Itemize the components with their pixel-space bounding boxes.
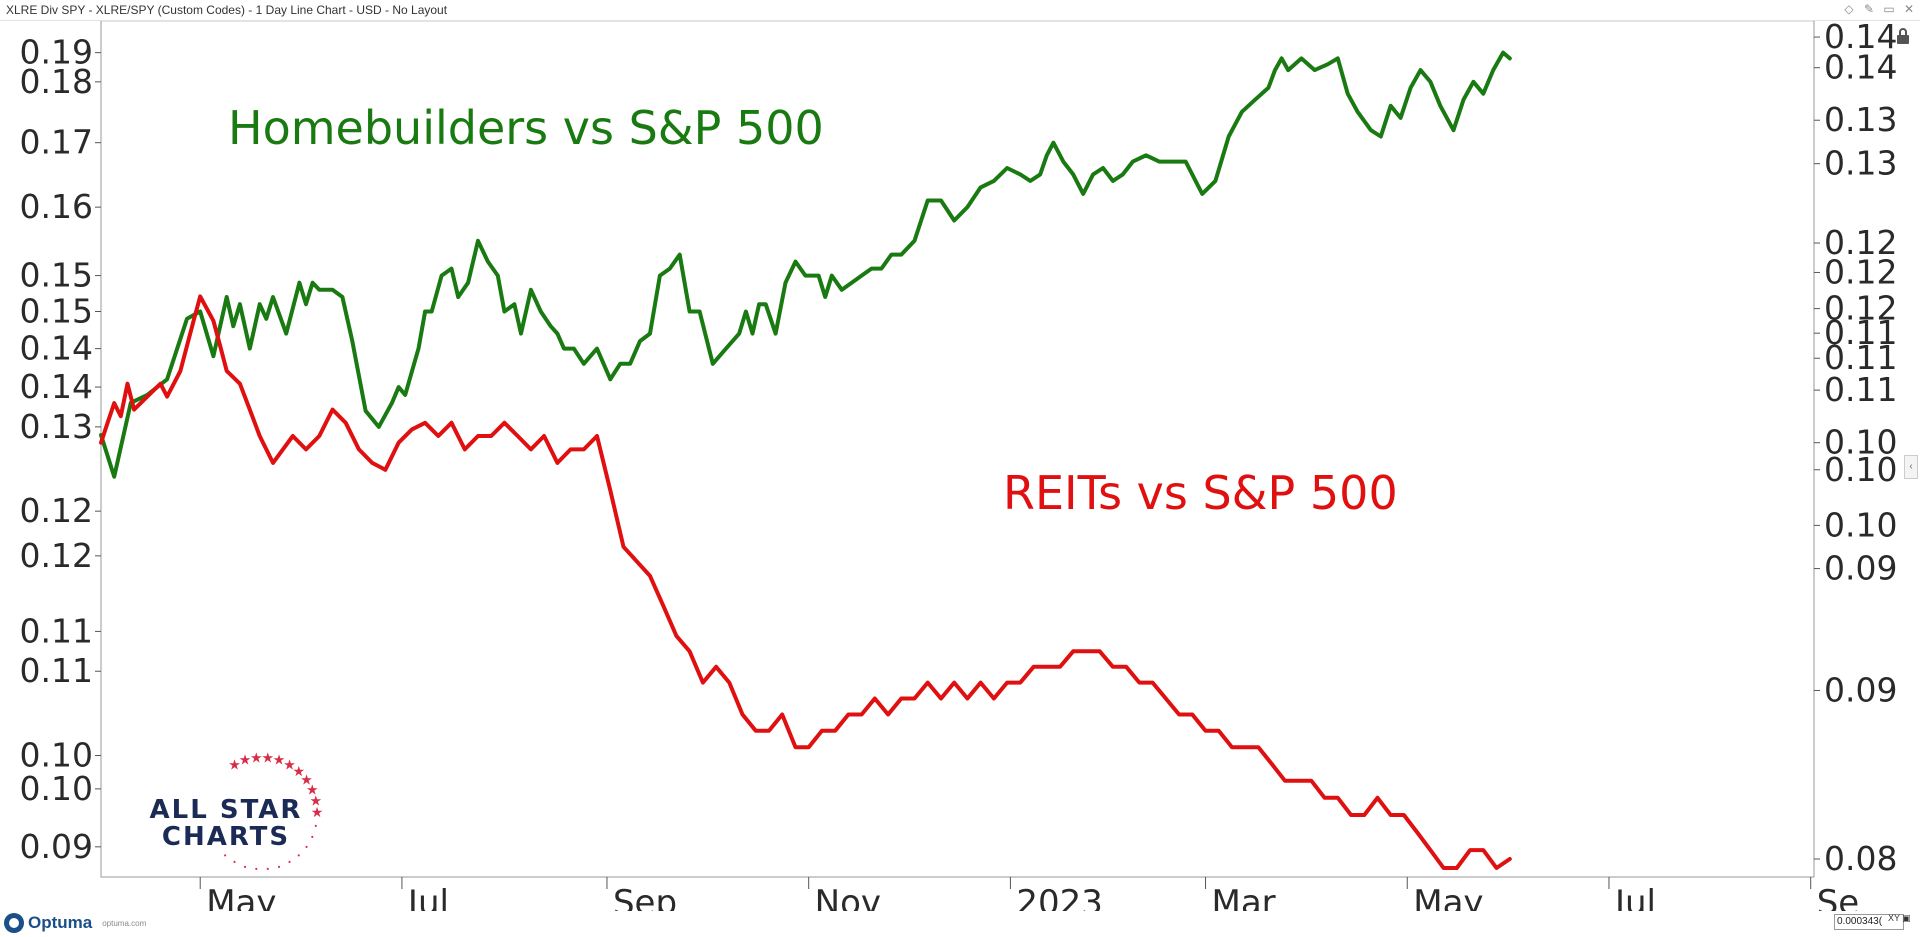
xy-toggle[interactable]: XY xyxy=(1888,913,1901,923)
left-tick-label: 0.15 xyxy=(20,292,93,331)
logo-star-icon: ★ xyxy=(228,756,241,772)
lock-small-icon[interactable]: ▣ xyxy=(1902,913,1911,923)
restore-icon[interactable]: ▭ xyxy=(1883,2,1895,16)
left-tick-label: 0.14 xyxy=(20,329,93,368)
right-tick-label: 0.10 xyxy=(1824,450,1897,489)
left-tick-label: 0.12 xyxy=(20,491,93,530)
logo-star-icon: ★ xyxy=(293,763,306,779)
chart-canvas[interactable]: 0.190.180.170.160.150.150.140.140.130.12… xyxy=(0,21,1920,911)
x-tick-label: Jul xyxy=(1613,883,1656,911)
lock-icon[interactable] xyxy=(1894,27,1912,45)
logo-star-icon: • xyxy=(297,851,300,860)
x-tick-label: May xyxy=(1413,883,1483,911)
logo-text-line1: ALL STAR xyxy=(150,795,303,825)
right-tick-label: 0.12 xyxy=(1824,252,1897,291)
right-tick-label: 0.12 xyxy=(1824,289,1897,328)
plot-area[interactable] xyxy=(100,21,1815,878)
left-tick-label: 0.14 xyxy=(20,367,93,406)
logo-star-icon: ★ xyxy=(261,749,274,765)
right-tick-label: 0.14 xyxy=(1824,48,1897,87)
left-tick-label: 0.19 xyxy=(20,33,93,72)
all-star-charts-logo: ★★★★★★★★★★★••••••••••• ALL STAR CHARTS xyxy=(150,749,324,873)
logo-star-icon: ★ xyxy=(283,756,296,772)
logo-star-icon: • xyxy=(233,858,236,867)
left-tick-label: 0.17 xyxy=(20,123,93,162)
right-tick-label: 0.11 xyxy=(1824,338,1897,377)
cursor-value-readout: 0.000343( xyxy=(1834,914,1904,930)
x-axis: May Jul Sep Nov 2023 Mar May Jul Se xyxy=(199,877,1860,911)
optuma-url: optuma.com xyxy=(102,918,147,928)
reits-series-line[interactable] xyxy=(99,294,1512,870)
pin-icon[interactable]: ✎ xyxy=(1863,2,1875,16)
right-tick-label: 0.09 xyxy=(1824,670,1897,709)
logo-star-icon: ★ xyxy=(311,804,324,820)
logo-star-icon: • xyxy=(266,865,269,874)
x-tick-label: 2023 xyxy=(1016,883,1103,911)
chart-window-title: XLRE Div SPY - XLRE/SPY (Custom Codes) -… xyxy=(6,3,448,17)
reits-series-label: REITs vs S&P 500 xyxy=(1003,466,1398,520)
right-tick-label: 0.13 xyxy=(1824,100,1897,139)
left-tick-label: 0.09 xyxy=(20,827,93,866)
x-tick-label: Se xyxy=(1817,883,1860,911)
right-tick-label: 0.10 xyxy=(1824,423,1897,462)
x-tick-label: May xyxy=(206,883,276,911)
right-tick-label: 0.12 xyxy=(1824,223,1897,262)
title-bar: XLRE Div SPY - XLRE/SPY (Custom Codes) -… xyxy=(0,0,1920,21)
right-tick-label: 0.11 xyxy=(1824,313,1897,352)
logo-star-icon: ★ xyxy=(300,772,313,788)
right-tick-label: 0.08 xyxy=(1824,839,1897,878)
logo-text-line2: CHARTS xyxy=(162,822,290,852)
x-tick-label: Mar xyxy=(1212,883,1276,911)
left-tick-label: 0.13 xyxy=(20,407,93,446)
readout-controls: XY ▣ xyxy=(1888,913,1911,924)
window-controls: ◇ ✎ ▭ ✕ xyxy=(1842,1,1916,17)
left-tick-label: 0.10 xyxy=(20,769,93,808)
left-axis: 0.190.180.170.160.150.150.140.140.130.12… xyxy=(20,33,101,866)
left-tick-label: 0.12 xyxy=(20,536,93,575)
logo-star-icon: • xyxy=(314,821,317,830)
logo-star-icon: ★ xyxy=(273,752,286,768)
footer-branding: Optuma optuma.com xyxy=(0,911,146,935)
left-tick-label: 0.16 xyxy=(20,187,93,226)
close-icon[interactable]: ✕ xyxy=(1903,2,1915,16)
optuma-logo-icon xyxy=(4,913,24,933)
series-layer xyxy=(99,50,1512,870)
right-tick-label: 0.09 xyxy=(1824,549,1897,588)
left-tick-label: 0.11 xyxy=(20,611,93,650)
logo-stars-icon: ★★★★★★★★★★★••••••••••• xyxy=(224,749,323,873)
x-tick-label: Sep xyxy=(613,883,677,911)
logo-star-icon: • xyxy=(224,851,227,860)
logo-star-icon: • xyxy=(244,862,247,871)
logo-star-icon: ★ xyxy=(310,793,323,809)
left-tick-label: 0.18 xyxy=(20,62,93,101)
homebuilders-series-line[interactable] xyxy=(99,50,1512,479)
logo-star-icon: • xyxy=(278,862,281,871)
logo-star-icon: ★ xyxy=(250,749,263,765)
logo-star-icon: • xyxy=(288,858,291,867)
left-tick-label: 0.10 xyxy=(20,736,93,775)
right-tick-label: 0.11 xyxy=(1824,370,1897,409)
right-axis: 0.140.140.130.130.120.120.120.110.110.11… xyxy=(1814,21,1897,878)
logo-star-icon: ★ xyxy=(306,782,319,798)
homebuilders-series-label: Homebuilders vs S&P 500 xyxy=(228,101,824,155)
logo-star-icon: • xyxy=(305,842,308,851)
right-tick-label: 0.14 xyxy=(1824,21,1897,56)
logo-star-icon: • xyxy=(311,832,314,841)
x-tick-label: Jul xyxy=(406,883,449,911)
right-tick-label: 0.10 xyxy=(1824,505,1897,544)
optuma-brand: Optuma xyxy=(28,913,93,932)
logo-star-icon: ★ xyxy=(239,752,252,768)
collapse-panel-arrow-icon[interactable]: ‹ xyxy=(1904,455,1918,479)
left-tick-label: 0.15 xyxy=(20,256,93,295)
diamond-icon[interactable]: ◇ xyxy=(1844,2,1854,16)
left-tick-label: 0.11 xyxy=(20,651,93,690)
right-tick-label: 0.13 xyxy=(1824,144,1897,183)
x-tick-label: Nov xyxy=(815,883,881,911)
logo-star-icon: • xyxy=(255,865,258,874)
